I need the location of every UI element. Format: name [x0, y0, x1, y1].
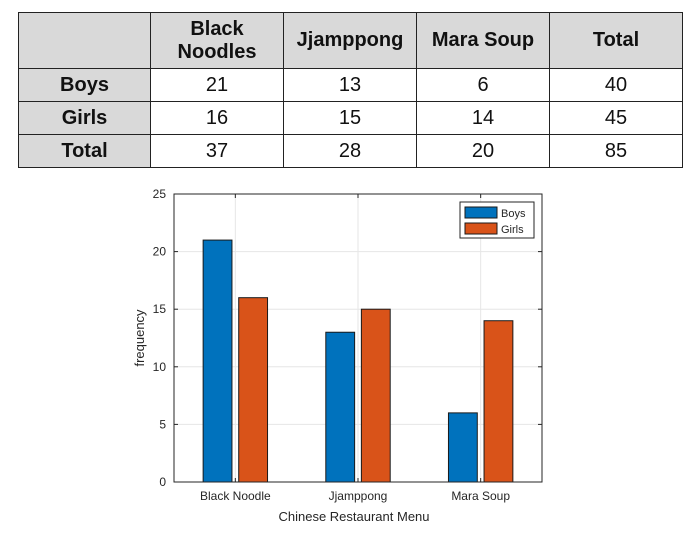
bar-girls-jjamppong: [360, 308, 391, 483]
bar-boys-mara-soup: [447, 412, 478, 483]
table-cell: 85: [549, 134, 683, 168]
table-cell: 13: [283, 68, 417, 102]
row-label-girls: Girls: [18, 101, 151, 135]
grid-lines: [174, 194, 542, 482]
header-mara-soup: Mara Soup: [416, 12, 550, 69]
y-tick-label: 20: [153, 245, 167, 259]
y-tick-label: 15: [153, 302, 167, 316]
header-total: Total: [549, 12, 683, 69]
y-tick-label: 10: [153, 360, 167, 374]
table-cell: 16: [150, 101, 284, 135]
legend-label-boys: Boys: [501, 208, 526, 220]
bar-boys-jjamppong: [325, 331, 356, 483]
bars: [202, 239, 514, 483]
legend-swatch-boys: [464, 206, 498, 219]
bar-boys-black-noodle: [202, 239, 233, 483]
x-tick-label: Mara Soup: [451, 489, 510, 503]
table-cell: 37: [150, 134, 284, 168]
y-axis-label: frequency: [132, 309, 147, 367]
table-cell: 28: [283, 134, 417, 168]
x-tick-label: Jjamppong: [329, 489, 388, 503]
table-cell: 21: [150, 68, 284, 102]
frequency-table: Black Noodles Jjamppong Mara Soup Total …: [18, 12, 683, 168]
bar-girls-black-noodle: [238, 297, 269, 483]
legend-label-girls: Girls: [501, 224, 524, 236]
bar-girls-mara-soup: [483, 320, 514, 483]
axis-ticks: 0 5 10 15 20 25 Black Noodle Jjamppong Mara Soup: [153, 187, 542, 503]
table-corner-cell: [18, 12, 151, 69]
y-tick-label: 25: [153, 187, 167, 201]
header-black-noodles-label: Black Noodles: [177, 17, 257, 63]
row-label-total: Total: [18, 134, 151, 168]
table-row-total: Total 37 28 20 85: [18, 134, 683, 168]
legend: Boys Girls: [459, 201, 535, 239]
x-tick-label: Black Noodle: [200, 489, 271, 503]
y-tick-label: 5: [159, 417, 166, 431]
table-cell: 45: [549, 101, 683, 135]
table-cell: 20: [416, 134, 550, 168]
legend-swatch-girls: [464, 222, 498, 235]
table-cell: 15: [283, 101, 417, 135]
table-cell: 6: [416, 68, 550, 102]
x-axis-label: Chinese Restaurant Menu: [278, 509, 429, 524]
row-label-boys: Boys: [18, 68, 151, 102]
table-header-row: Black Noodles Jjamppong Mara Soup Total: [18, 12, 683, 69]
y-tick-label: 0: [159, 475, 166, 489]
